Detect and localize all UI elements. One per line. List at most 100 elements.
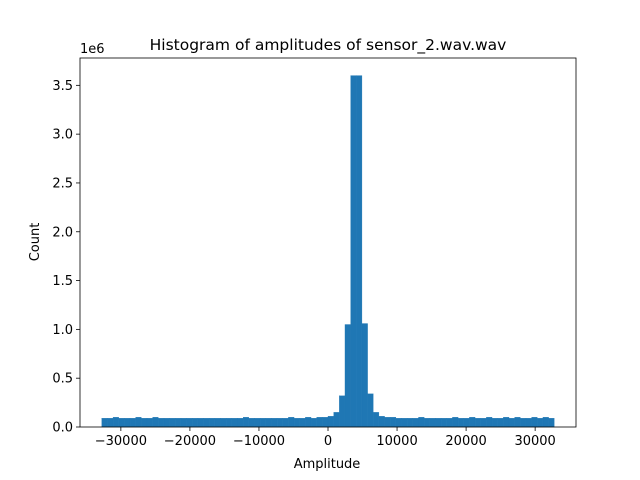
y-tick-label: 3.0 [52, 128, 73, 143]
histogram-bar [429, 418, 436, 428]
histogram-bar [508, 418, 515, 428]
histogram-bar [135, 417, 142, 428]
histogram-bar [446, 418, 453, 428]
histogram-bar [254, 418, 261, 428]
histogram-bar [107, 418, 114, 428]
histogram-bar [350, 75, 357, 428]
histogram-bar [158, 418, 165, 428]
histogram-bar [124, 418, 131, 428]
histogram-bar [293, 418, 300, 428]
histogram-bar [418, 417, 425, 428]
y-tick-label: 1.5 [52, 274, 73, 289]
histogram-bar [378, 416, 385, 428]
histogram-bar [514, 417, 521, 428]
histogram-bar [384, 417, 391, 428]
histogram-bar [361, 323, 368, 428]
histogram-bar [186, 418, 193, 428]
histogram-bar [226, 418, 232, 428]
x-tick-label: −10000 [233, 434, 285, 449]
histogram-bar [412, 418, 419, 428]
histogram-bar [118, 418, 125, 428]
histogram-bar [316, 417, 323, 428]
histogram-bar [452, 417, 459, 428]
histogram-bar [491, 418, 498, 428]
histogram-bar [463, 418, 470, 428]
histogram-bar [440, 418, 447, 428]
histogram-bar [282, 418, 289, 428]
x-tick-label: 10000 [376, 434, 417, 449]
histogram-bar [339, 395, 346, 428]
histogram-bar [367, 393, 374, 428]
histogram-bar [220, 418, 227, 428]
histogram-bar [327, 416, 334, 428]
histogram-bar [486, 417, 493, 428]
histogram-bar [237, 418, 244, 428]
histogram-bar [197, 418, 204, 428]
histogram-bar [214, 418, 221, 428]
x-tick-label: 0 [324, 434, 332, 449]
histogram-bar [163, 418, 170, 428]
histogram-bar [457, 418, 464, 428]
histogram-bar [129, 418, 136, 428]
histogram-bar [175, 418, 182, 428]
histogram-bar [259, 418, 266, 428]
x-axis-label: Amplitude [294, 457, 361, 472]
y-tick-label: 2.0 [52, 225, 73, 240]
y-tick-label: 0.0 [52, 421, 73, 436]
y-axis-ticks: 0.0 0.5 1.0 1.5 2.0 2.5 3.0 3.5 [52, 79, 80, 436]
histogram-bar [112, 417, 119, 428]
histogram-bar [310, 418, 317, 428]
x-tick-label: −30000 [95, 434, 147, 449]
histogram-bar [248, 418, 255, 428]
y-tick-label: 3.5 [52, 79, 73, 94]
x-axis-ticks: −30000 −20000 −10000 0 10000 20000 30000 [95, 427, 556, 449]
x-tick-label: −20000 [164, 434, 216, 449]
histogram-bar [480, 418, 487, 428]
histogram-bar [435, 418, 442, 428]
histogram-bar [141, 418, 148, 428]
histogram-bar [390, 417, 397, 428]
histogram-bar [243, 417, 249, 428]
y-tick-label: 2.5 [52, 176, 73, 191]
plot-frame [79, 57, 577, 428]
histogram-bar [322, 417, 329, 428]
histogram-bar [169, 418, 176, 428]
histogram-bar [542, 417, 549, 428]
histogram-bar [525, 418, 532, 428]
histogram-bar [101, 418, 108, 428]
x-tick-label: 20000 [445, 434, 486, 449]
histogram-bar [401, 418, 408, 428]
histogram-bar [271, 418, 278, 428]
histogram-bar [152, 417, 159, 428]
histogram-bar [373, 412, 380, 428]
histogram-bar [503, 417, 510, 428]
histogram-bar [474, 418, 481, 428]
histogram-bar [231, 418, 238, 428]
histogram-bar [356, 75, 363, 428]
y-axis-label: Count [28, 223, 43, 262]
histogram-bar [424, 418, 430, 428]
histogram-bar [146, 418, 153, 428]
histogram-bar [537, 418, 544, 428]
histogram-bar [305, 417, 312, 428]
histogram-bar [203, 418, 210, 428]
bars-group [101, 75, 555, 428]
x-tick-label: 30000 [514, 434, 555, 449]
histogram-bar [497, 418, 504, 428]
y-axis-offset-text: 1e6 [80, 42, 105, 57]
histogram-bar [469, 417, 476, 428]
histogram-bar [520, 418, 527, 428]
histogram-bar [344, 324, 351, 428]
histogram-bar [333, 412, 340, 428]
histogram-bar [531, 417, 538, 428]
histogram-bar [407, 418, 413, 428]
histogram-bar [548, 418, 555, 428]
y-tick-label: 0.5 [52, 372, 73, 387]
histogram-bar [299, 418, 306, 428]
histogram-bar [180, 418, 187, 428]
histogram-bar [265, 418, 272, 428]
histogram-bar [192, 418, 199, 428]
y-tick-label: 1.0 [52, 323, 73, 338]
